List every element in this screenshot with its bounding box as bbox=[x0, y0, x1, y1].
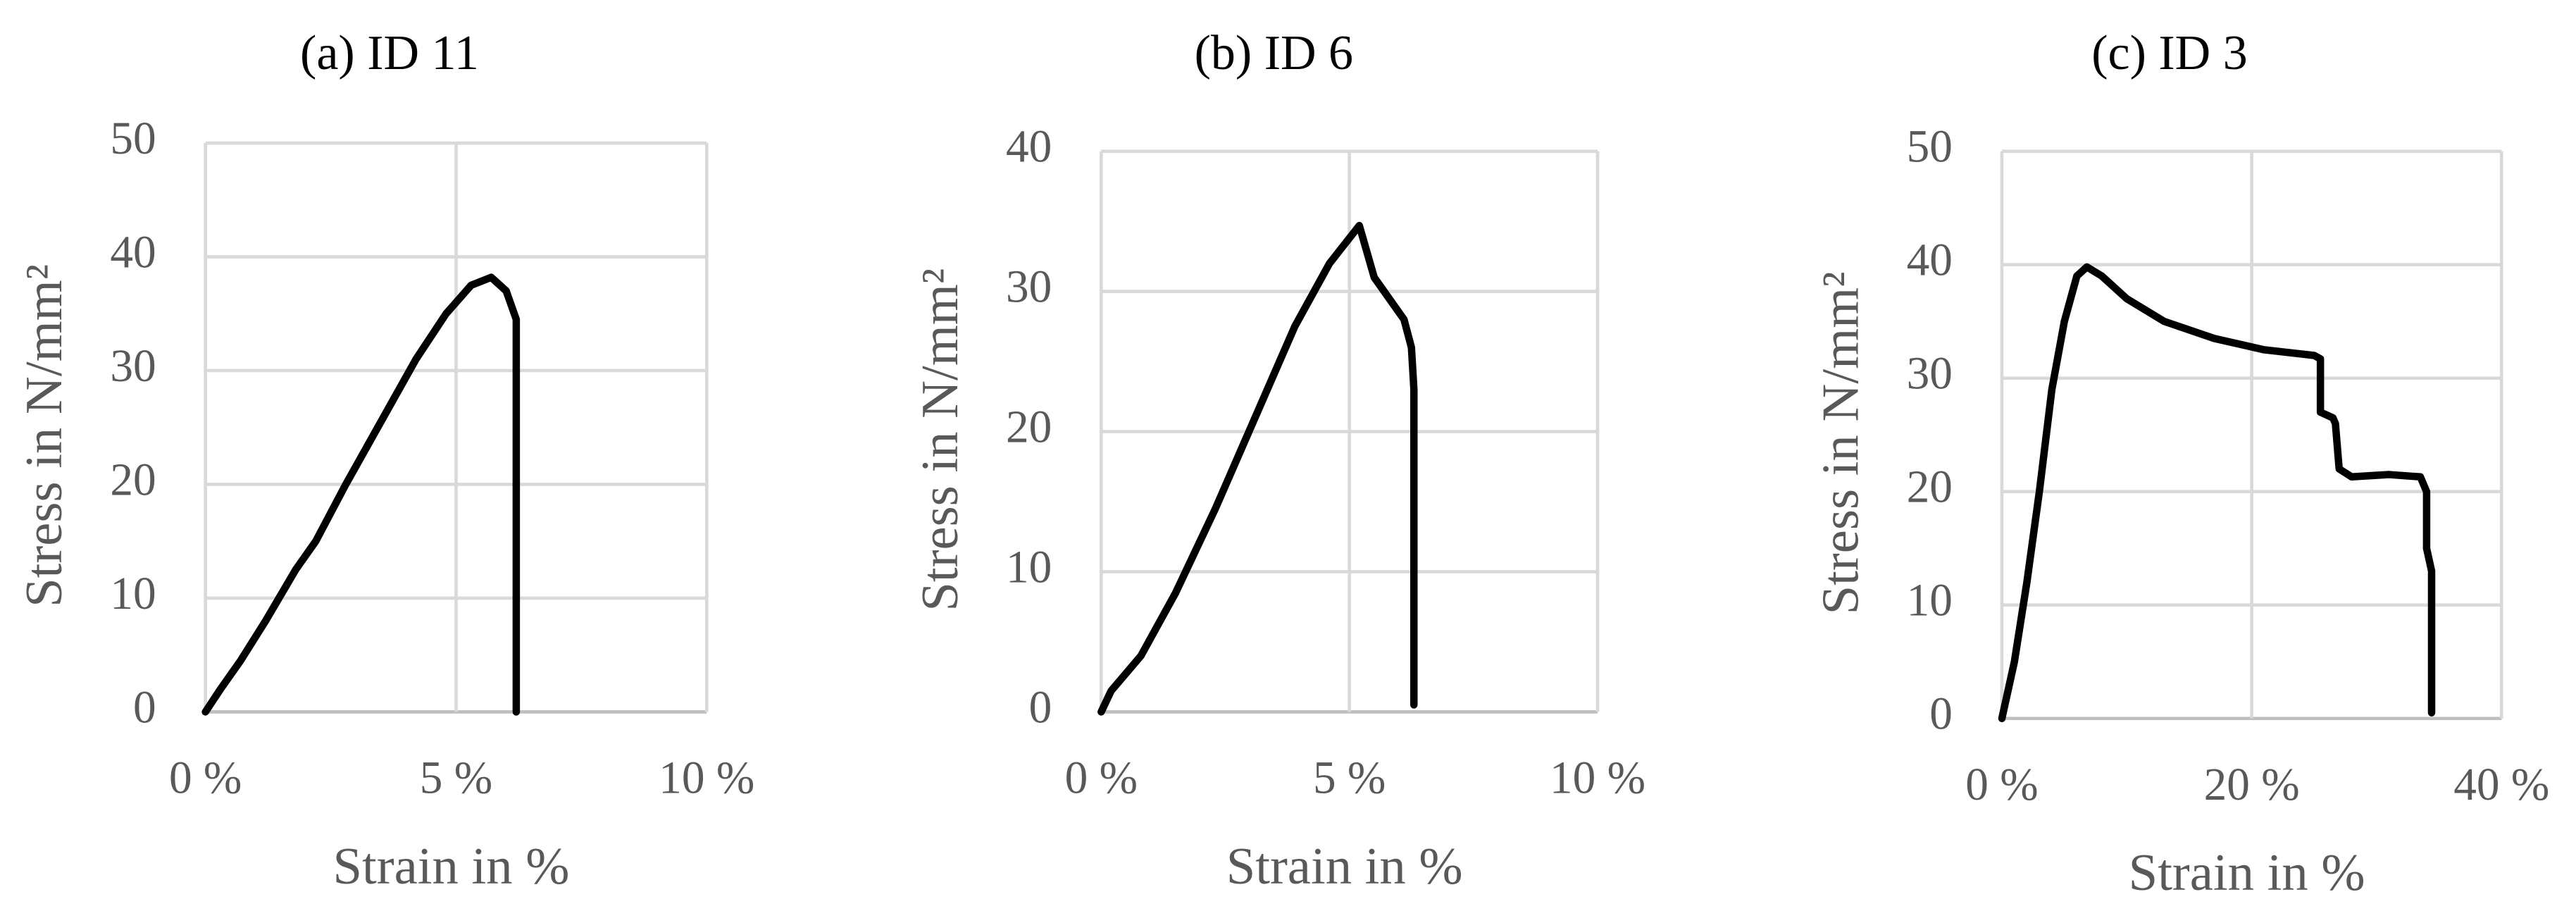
y-tick-label: 30 bbox=[1907, 349, 1953, 399]
y-tick-label: 10 bbox=[1907, 576, 1953, 626]
data-line bbox=[1998, 263, 2436, 722]
y-tick-label: 50 bbox=[110, 113, 156, 164]
x-axis-title: Strain in % bbox=[1226, 837, 1463, 896]
x-tick-label: 0 % bbox=[169, 753, 242, 804]
chart-title: (a) ID 11 bbox=[300, 26, 479, 80]
y-tick-label: 40 bbox=[110, 228, 156, 278]
x-tick-label: 0 % bbox=[1065, 753, 1138, 804]
y-tick-label: 0 bbox=[1029, 682, 1052, 733]
y-axis-title: Stress in N/mm² bbox=[911, 268, 969, 612]
y-tick-label: 0 bbox=[1929, 689, 1953, 740]
x-tick-label: 10 % bbox=[1550, 753, 1645, 804]
x-tick-label: 5 % bbox=[1313, 753, 1386, 804]
x-tick-label: 0 % bbox=[1965, 760, 2038, 810]
x-tick-label: 20 % bbox=[2204, 760, 2300, 810]
y-tick-label: 10 bbox=[110, 569, 156, 619]
y-tick-label: 40 bbox=[1907, 235, 1953, 286]
y-tick-label: 10 bbox=[1006, 542, 1052, 593]
data-line bbox=[1097, 221, 1418, 716]
y-tick-label: 20 bbox=[110, 454, 156, 505]
x-axis-title: Strain in % bbox=[333, 837, 570, 896]
y-tick-label: 30 bbox=[110, 341, 156, 392]
y-tick-label: 30 bbox=[1006, 262, 1052, 313]
y-tick-label: 40 bbox=[1006, 122, 1052, 173]
y-axis-title: Stress in N/mm² bbox=[15, 264, 73, 607]
x-tick-label: 40 % bbox=[2453, 760, 2549, 810]
data-line bbox=[201, 273, 521, 716]
y-axis-title: Stress in N/mm² bbox=[1811, 271, 1869, 614]
y-tick-label: 0 bbox=[133, 682, 156, 733]
x-tick-label: 5 % bbox=[420, 753, 492, 804]
x-axis-title: Strain in % bbox=[2129, 843, 2365, 902]
y-tick-label: 50 bbox=[1907, 122, 1953, 173]
chart-title: (c) ID 3 bbox=[2091, 26, 2248, 80]
y-tick-label: 20 bbox=[1006, 402, 1052, 453]
chart-title: (b) ID 6 bbox=[1195, 26, 1353, 80]
x-tick-label: 10 % bbox=[659, 753, 754, 804]
y-tick-label: 20 bbox=[1907, 462, 1953, 513]
